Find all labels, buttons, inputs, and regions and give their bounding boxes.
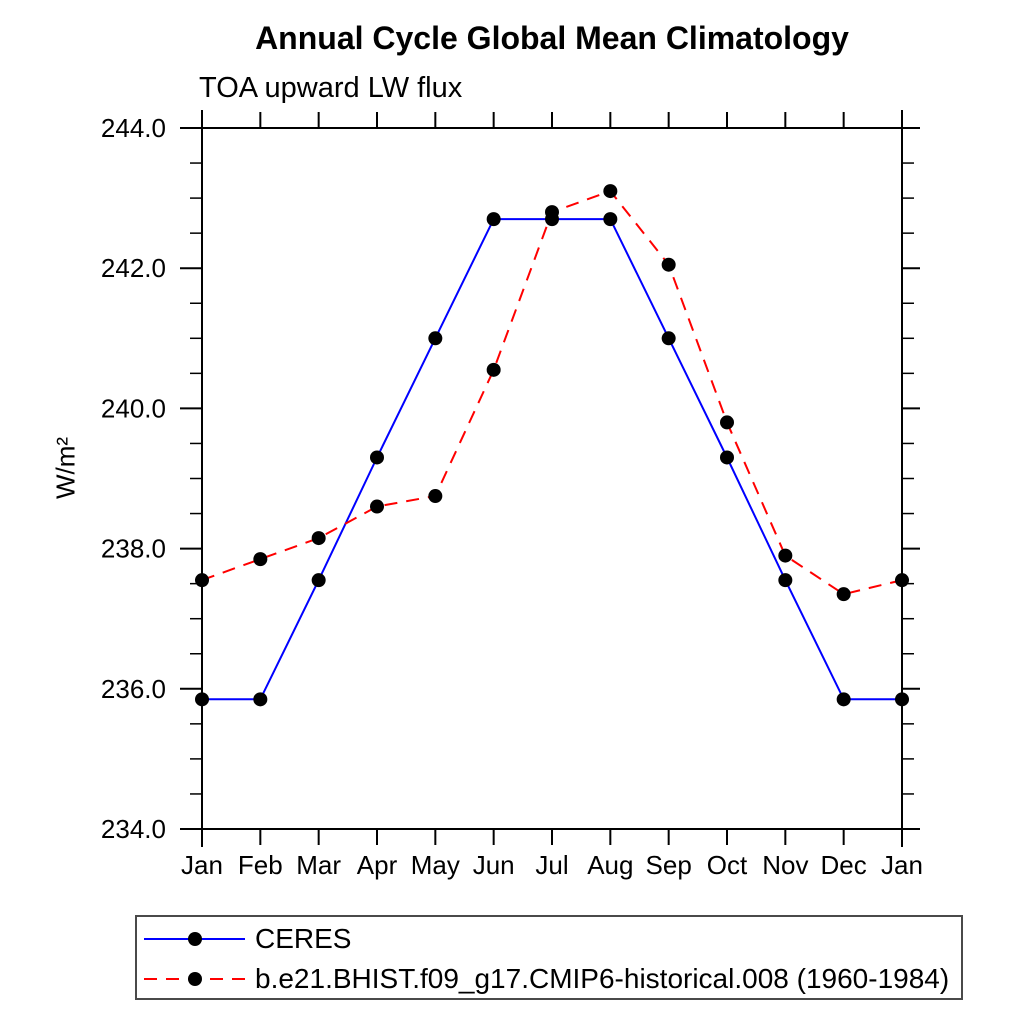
data-point xyxy=(370,499,384,514)
data-point xyxy=(428,331,443,346)
legend: CERES b.e21.BHIST.f09_g17.CMIP6-historica… xyxy=(135,915,963,1000)
data-point xyxy=(778,573,793,588)
x-tick-label: Aug xyxy=(587,850,633,880)
data-point xyxy=(720,415,734,430)
legend-item: CERES xyxy=(142,923,352,954)
y-tick-label: 242.0 xyxy=(101,253,166,283)
y-tick-label: 240.0 xyxy=(101,393,166,423)
legend-label: b.e21.BHIST.f09_g17.CMIP6-historical.008… xyxy=(255,963,950,994)
data-point xyxy=(895,573,909,588)
x-tick-label: Jan xyxy=(881,850,923,880)
x-tick-label: May xyxy=(411,850,460,880)
data-point xyxy=(778,548,793,563)
data-point xyxy=(195,692,209,707)
data-point xyxy=(603,184,618,199)
data-point xyxy=(253,692,268,707)
data-point xyxy=(195,573,209,588)
legend-item: b.e21.BHIST.f09_g17.CMIP6-historical.008… xyxy=(142,963,950,994)
legend-label: CERES xyxy=(255,923,352,954)
y-tick-label: 234.0 xyxy=(101,814,166,844)
data-point xyxy=(661,257,676,272)
x-tick-label: Feb xyxy=(238,850,283,880)
series-line-ceres xyxy=(202,218,902,701)
series-line-model xyxy=(201,189,903,596)
y-tick-label: 238.0 xyxy=(101,534,166,564)
chart-title: Annual Cycle Global Mean Climatology xyxy=(255,20,849,56)
x-tick-label: Apr xyxy=(357,850,398,880)
x-tick-label: Jul xyxy=(535,850,568,880)
x-tick-label: Jun xyxy=(473,850,515,880)
data-point xyxy=(311,531,326,546)
data-point xyxy=(603,212,618,227)
y-tick-label: 244.0 xyxy=(101,113,166,143)
x-tick-label: Mar xyxy=(296,850,341,880)
data-point xyxy=(253,552,268,567)
legend-marker xyxy=(188,932,202,946)
data-point xyxy=(661,331,676,346)
x-tick-label: Nov xyxy=(762,850,808,880)
legend-marker xyxy=(188,972,202,986)
x-tick-label: Jan xyxy=(181,850,223,880)
data-point xyxy=(428,489,443,504)
x-tick-label: Dec xyxy=(821,850,867,880)
data-point xyxy=(311,573,326,588)
data-point xyxy=(895,692,909,707)
data-point xyxy=(486,362,501,377)
data-point xyxy=(720,450,734,465)
y-tick-label: 236.0 xyxy=(101,674,166,704)
data-point xyxy=(370,450,384,465)
data-point xyxy=(836,692,851,707)
x-tick-label: Oct xyxy=(707,850,748,880)
data-point xyxy=(836,587,851,602)
legend-line-sample xyxy=(144,972,245,986)
x-tick-label: Sep xyxy=(646,850,692,880)
data-point xyxy=(545,205,559,220)
legend-line-sample xyxy=(144,932,245,946)
chart-subtitle: TOA upward LW flux xyxy=(199,72,463,104)
data-point xyxy=(486,212,501,227)
